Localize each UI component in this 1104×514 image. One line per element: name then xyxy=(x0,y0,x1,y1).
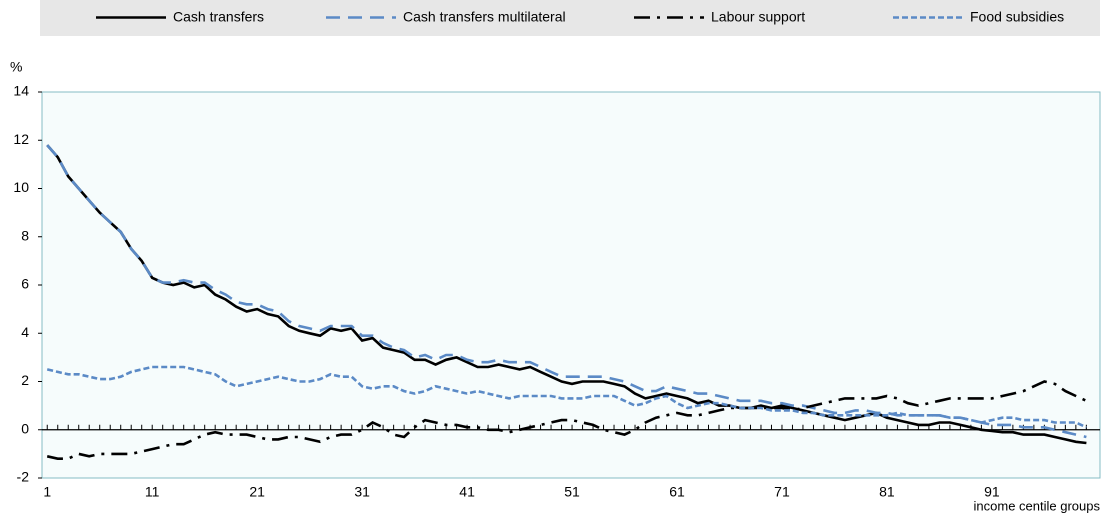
legend-label: Food subsidies xyxy=(970,9,1064,25)
x-tick-label: 61 xyxy=(669,484,685,500)
y-tick-label: 2 xyxy=(21,372,29,388)
y-tick-label: 0 xyxy=(21,420,29,436)
plot-area xyxy=(41,91,1101,479)
series-line xyxy=(46,380,1087,460)
legend-label: Cash transfers multilateral xyxy=(403,9,566,25)
x-tick-label: 41 xyxy=(459,484,475,500)
x-tick-label: 51 xyxy=(564,484,580,500)
y-tick-label: 12 xyxy=(13,131,29,147)
y-tick-label: 14 xyxy=(13,83,29,99)
series-line xyxy=(46,144,1087,445)
y-axis-label: % xyxy=(10,59,22,75)
legend-label: Labour support xyxy=(711,9,805,25)
y-tick-label: -2 xyxy=(17,469,30,485)
y-tick-label: 6 xyxy=(21,276,29,292)
y-tick-label: 10 xyxy=(13,179,29,195)
x-tick-label: 91 xyxy=(984,484,1000,500)
legend-label: Cash transfers xyxy=(173,9,264,25)
series-line xyxy=(46,365,1087,429)
x-tick-label: 21 xyxy=(249,484,265,500)
x-tick-label: 71 xyxy=(774,484,790,500)
y-tick-label: 4 xyxy=(21,324,29,340)
x-tick-label: 11 xyxy=(145,484,160,500)
x-tick-label: 81 xyxy=(879,484,895,500)
x-tick-label: 31 xyxy=(354,484,370,500)
x-tick-label: 1 xyxy=(43,484,51,500)
x-axis-label: income centile groups xyxy=(974,498,1101,513)
y-tick-label: 8 xyxy=(21,227,29,243)
